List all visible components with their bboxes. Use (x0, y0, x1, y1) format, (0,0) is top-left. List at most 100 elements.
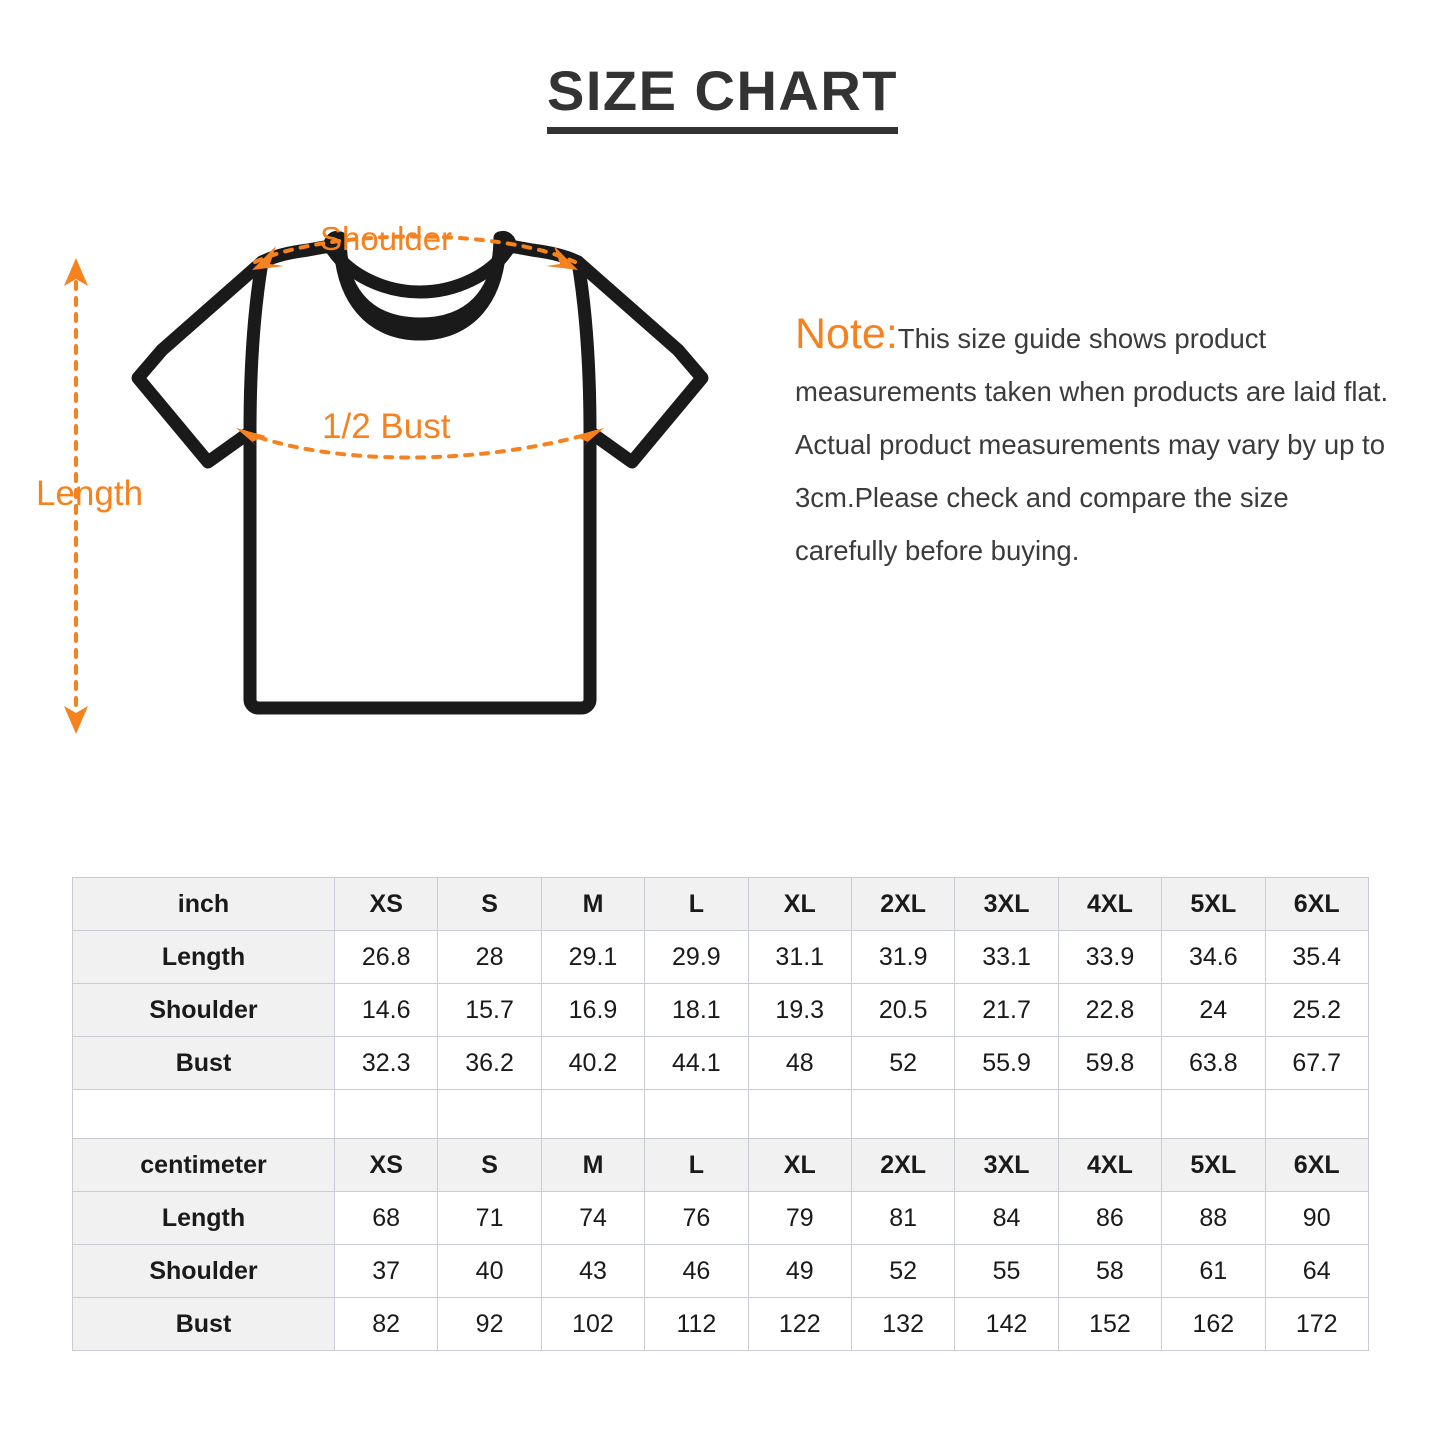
cell-inch-length-l: 29.9 (644, 930, 749, 984)
cell-cm-bust-xl: 122 (747, 1297, 852, 1351)
cell-inch-length-3xl: 33.1 (954, 930, 1059, 984)
cell-inch-length-2xl: 31.9 (850, 930, 956, 984)
note-label: Note: (795, 310, 898, 358)
spacer-cell (437, 1089, 542, 1139)
cell-cm-shoulder-2xl: 52 (850, 1244, 956, 1298)
page-title-container: SIZE CHART (0, 61, 1445, 134)
size-header-4xl: 4XL (1057, 877, 1163, 931)
table-row-inch-header: inch XS S M L XL 2XL 3XL 4XL 5XL 6XL (72, 877, 1369, 931)
cell-cm-length-m: 74 (540, 1191, 646, 1245)
size-header-6xl: 6XL (1264, 877, 1369, 931)
cell-inch-length-xl: 31.1 (747, 930, 852, 984)
cell-inch-shoulder-4xl: 22.8 (1057, 983, 1163, 1037)
row-label-length-cm: Length (72, 1191, 335, 1245)
cell-cm-shoulder-4xl: 58 (1057, 1244, 1163, 1298)
cell-inch-bust-3xl: 55.9 (954, 1036, 1059, 1090)
cell-inch-bust-s: 36.2 (437, 1036, 542, 1090)
cell-cm-shoulder-3xl: 55 (954, 1244, 1059, 1298)
shoulder-measure-arrow (252, 234, 578, 270)
spacer-cell (540, 1089, 646, 1139)
size-tables: inch XS S M L XL 2XL 3XL 4XL 5XL 6XL Len… (72, 877, 1369, 1351)
length-label: Length (36, 474, 143, 513)
cell-inch-bust-4xl: 59.8 (1057, 1036, 1163, 1090)
cell-cm-shoulder-5xl: 61 (1161, 1244, 1266, 1298)
cell-inch-length-4xl: 33.9 (1057, 930, 1163, 984)
size-header-5xl: 5XL (1161, 877, 1266, 931)
table-row-cm-header: centimeter XS S M L XL 2XL 3XL 4XL 5XL 6… (72, 1138, 1369, 1192)
note-block: Note:This size guide shows product measu… (795, 312, 1390, 577)
cell-inch-bust-5xl: 63.8 (1161, 1036, 1266, 1090)
unit-label-inch: inch (72, 877, 335, 931)
size-header-l: L (644, 877, 749, 931)
size-header-cm-5xl: 5XL (1161, 1138, 1266, 1192)
table-spacer-row (72, 1089, 1369, 1139)
table-row: Length 26.8 28 29.1 29.9 31.1 31.9 33.1 … (72, 930, 1369, 984)
cell-inch-length-5xl: 34.6 (1161, 930, 1266, 984)
size-header-cm-xl: XL (747, 1138, 852, 1192)
spacer-cell (644, 1089, 749, 1139)
cell-cm-bust-s: 92 (437, 1297, 542, 1351)
cell-cm-shoulder-l: 46 (644, 1244, 749, 1298)
cell-cm-shoulder-s: 40 (437, 1244, 542, 1298)
cell-cm-bust-6xl: 172 (1264, 1297, 1369, 1351)
cell-inch-bust-m: 40.2 (540, 1036, 646, 1090)
size-header-2xl: 2XL (850, 877, 956, 931)
bust-measure-arrow (236, 428, 604, 460)
row-label-shoulder-inch: Shoulder (72, 983, 335, 1037)
cell-inch-length-s: 28 (437, 930, 542, 984)
size-header-cm-2xl: 2XL (850, 1138, 956, 1192)
spacer-cell (747, 1089, 852, 1139)
cell-cm-bust-3xl: 142 (954, 1297, 1059, 1351)
cell-cm-bust-xs: 82 (333, 1297, 439, 1351)
cell-cm-length-xl: 79 (747, 1191, 852, 1245)
bust-label: 1/2 Bust (322, 407, 451, 446)
tshirt-outline-shape (131, 231, 709, 715)
page-title: SIZE CHART (547, 61, 898, 134)
spacer-cell (1057, 1089, 1163, 1139)
cell-cm-bust-m: 102 (540, 1297, 646, 1351)
size-header-m: M (540, 877, 646, 931)
size-header-cm-3xl: 3XL (954, 1138, 1059, 1192)
cell-inch-shoulder-3xl: 21.7 (954, 983, 1059, 1037)
row-label-shoulder-cm: Shoulder (72, 1244, 335, 1298)
spacer-cell (1264, 1089, 1369, 1139)
cell-cm-shoulder-m: 43 (540, 1244, 646, 1298)
size-header-s: S (437, 877, 542, 931)
cell-inch-shoulder-6xl: 25.2 (1264, 983, 1369, 1037)
row-label-bust-cm: Bust (72, 1297, 335, 1351)
size-header-cm-l: L (644, 1138, 749, 1192)
cell-inch-shoulder-l: 18.1 (644, 983, 749, 1037)
cell-cm-length-3xl: 84 (954, 1191, 1059, 1245)
spacer-cell (333, 1089, 439, 1139)
row-label-bust-inch: Bust (72, 1036, 335, 1090)
note-text: This size guide shows product measuremen… (795, 323, 1389, 566)
cell-inch-shoulder-m: 16.9 (540, 983, 646, 1037)
cell-inch-bust-6xl: 67.7 (1264, 1036, 1369, 1090)
cell-inch-shoulder-s: 15.7 (437, 983, 542, 1037)
spacer-cell (72, 1089, 335, 1139)
cell-inch-shoulder-xl: 19.3 (747, 983, 852, 1037)
cell-cm-bust-5xl: 162 (1161, 1297, 1266, 1351)
cell-inch-length-m: 29.1 (540, 930, 646, 984)
table-row: Shoulder 14.6 15.7 16.9 18.1 19.3 20.5 2… (72, 983, 1369, 1037)
size-header-3xl: 3XL (954, 877, 1059, 931)
cell-inch-bust-xs: 32.3 (333, 1036, 439, 1090)
cell-cm-bust-l: 112 (644, 1297, 749, 1351)
cell-cm-shoulder-xl: 49 (747, 1244, 852, 1298)
spacer-cell (954, 1089, 1059, 1139)
cell-cm-shoulder-6xl: 64 (1264, 1244, 1369, 1298)
cell-cm-length-l: 76 (644, 1191, 749, 1245)
cell-cm-bust-2xl: 132 (850, 1297, 956, 1351)
size-header-cm-s: S (437, 1138, 542, 1192)
cell-cm-length-6xl: 90 (1264, 1191, 1369, 1245)
table-row: Bust 32.3 36.2 40.2 44.1 48 52 55.9 59.8… (72, 1036, 1369, 1090)
size-header-xl: XL (747, 877, 852, 931)
size-header-cm-m: M (540, 1138, 646, 1192)
cell-inch-shoulder-5xl: 24 (1161, 983, 1266, 1037)
cell-inch-bust-xl: 48 (747, 1036, 852, 1090)
shoulder-label: Shoulder (320, 220, 452, 257)
cell-cm-length-s: 71 (437, 1191, 542, 1245)
cell-cm-length-xs: 68 (333, 1191, 439, 1245)
spacer-cell (850, 1089, 956, 1139)
